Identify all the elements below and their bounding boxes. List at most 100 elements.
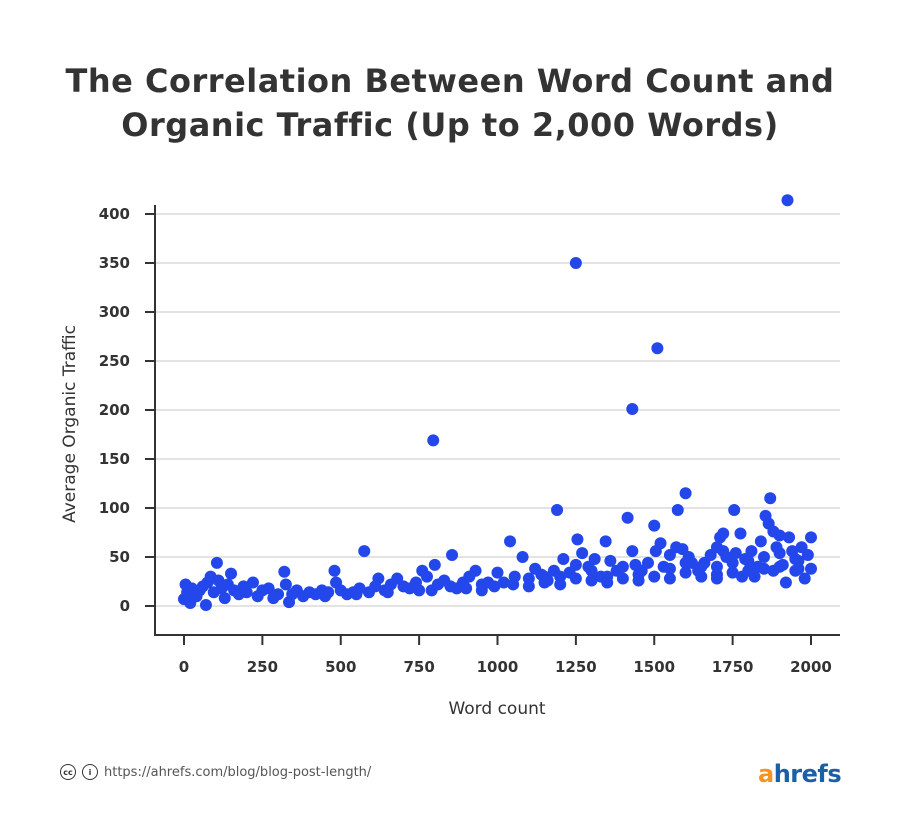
data-point — [626, 545, 639, 558]
data-point — [717, 527, 730, 540]
data-point — [199, 599, 212, 612]
data-point — [372, 572, 385, 585]
data-point — [246, 576, 259, 589]
data-point — [710, 572, 723, 585]
chart-title-line-2: Organic Traffic (Up to 2,000 Words) — [121, 106, 779, 144]
data-point — [508, 570, 521, 583]
data-point — [781, 194, 794, 207]
data-point — [225, 567, 238, 580]
data-point — [616, 572, 629, 585]
y-tick-label: 150 — [99, 450, 130, 468]
data-point — [353, 582, 366, 595]
ahrefs-logo: ahrefs — [758, 760, 842, 788]
attribution-icon: i — [82, 764, 98, 780]
data-point — [504, 535, 517, 548]
data-point — [616, 560, 629, 573]
data-point — [798, 572, 811, 585]
data-point — [764, 492, 777, 505]
y-axis-label: Average Organic Traffic — [60, 325, 80, 523]
data-point — [792, 554, 805, 567]
data-point — [585, 564, 598, 577]
data-point — [773, 529, 786, 542]
data-point — [779, 576, 792, 589]
x-tick-label: 0 — [179, 658, 189, 676]
data-point — [599, 535, 612, 548]
data-point — [805, 531, 817, 544]
data-point — [626, 403, 639, 416]
source-url[interactable]: https://ahrefs.com/blog/blog-post-length… — [104, 764, 372, 780]
y-tick-label: 200 — [99, 401, 130, 419]
data-point — [726, 556, 739, 569]
data-point — [663, 572, 676, 585]
x-tick-label: 250 — [247, 658, 278, 676]
data-point — [783, 531, 796, 544]
data-point — [654, 537, 667, 550]
y-tick-label: 100 — [99, 499, 130, 517]
y-tick-label: 400 — [99, 205, 130, 223]
data-point — [428, 558, 441, 571]
data-point — [588, 552, 601, 565]
data-point — [278, 565, 291, 578]
data-point — [569, 558, 582, 571]
data-point — [554, 578, 567, 591]
data-point — [488, 580, 501, 593]
data-point — [218, 592, 231, 605]
data-point — [604, 554, 617, 567]
y-tick-label: 350 — [99, 254, 130, 272]
data-point — [541, 574, 554, 587]
data-point — [272, 588, 285, 601]
data-point — [757, 562, 770, 575]
data-point — [671, 503, 684, 516]
x-tick-label: 1000 — [477, 658, 519, 676]
data-point — [648, 570, 661, 583]
data-point — [279, 578, 292, 591]
data-point — [460, 582, 473, 595]
data-point — [420, 570, 433, 583]
data-point — [240, 586, 253, 599]
data-point — [695, 570, 708, 583]
data-point — [663, 562, 676, 575]
data-point — [801, 549, 814, 562]
data-point — [571, 533, 584, 546]
data-point — [641, 556, 654, 569]
data-point — [491, 566, 504, 579]
data-point — [322, 586, 335, 599]
data-point — [754, 535, 767, 548]
data-point — [601, 576, 614, 589]
data-point — [776, 558, 789, 571]
data-point — [726, 566, 739, 579]
data-point — [728, 503, 741, 516]
data-point — [621, 511, 634, 524]
data-point — [742, 554, 755, 567]
data-point — [427, 434, 440, 447]
data-point — [569, 572, 582, 585]
data-point — [497, 576, 510, 589]
data-point — [557, 552, 570, 565]
y-tick-label: 300 — [99, 303, 130, 321]
chart-title-line-1: The Correlation Between Word Count and — [65, 62, 835, 100]
data-point — [648, 519, 661, 532]
data-point — [262, 582, 275, 595]
x-tick-label: 2000 — [790, 658, 832, 676]
data-point — [585, 574, 598, 587]
data-point — [757, 551, 770, 563]
data-point — [651, 342, 664, 355]
data-point — [358, 545, 371, 558]
y-tick-label: 50 — [109, 548, 130, 566]
data-point — [734, 527, 747, 540]
data-point — [632, 574, 645, 587]
data-point — [446, 549, 459, 562]
data-point — [710, 560, 723, 573]
data-point — [569, 257, 582, 269]
x-tick-label: 500 — [325, 658, 356, 676]
data-point — [551, 503, 564, 516]
x-axis-label: Word count — [448, 699, 545, 719]
x-tick-label: 1750 — [712, 658, 754, 676]
data-point — [745, 545, 758, 558]
y-tick-label: 0 — [120, 597, 130, 615]
data-point — [516, 551, 529, 563]
data-point — [748, 570, 761, 583]
x-tick-label: 750 — [403, 658, 434, 676]
